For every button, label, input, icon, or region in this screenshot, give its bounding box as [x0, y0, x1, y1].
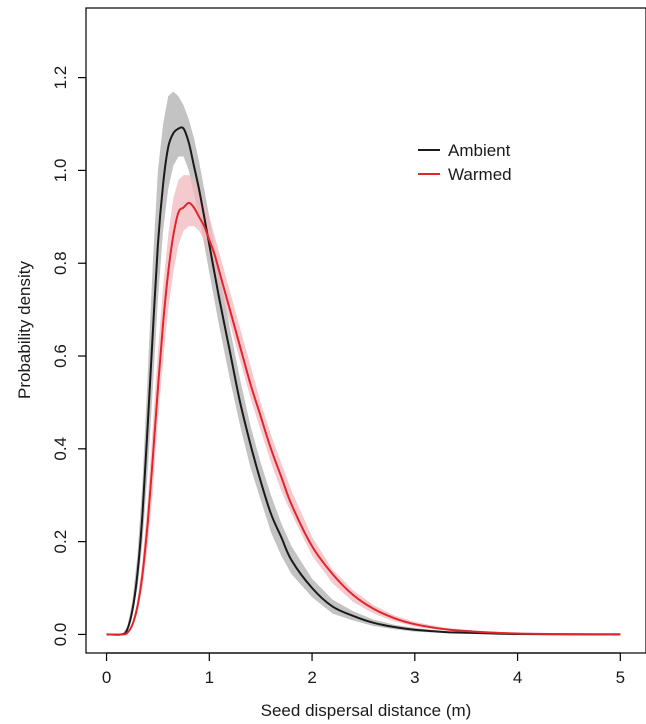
legend: Ambient Warmed [418, 141, 512, 184]
x-tick-label: 4 [513, 668, 522, 687]
x-tick-label: 2 [307, 668, 316, 687]
confidence-bands [106, 91, 621, 635]
ambient-confidence-band [106, 91, 621, 635]
y-tick-label: 0.4 [51, 437, 70, 461]
x-tick-label: 3 [410, 668, 419, 687]
legend-warmed-label: Warmed [448, 165, 512, 184]
warmed-series-line [106, 201, 621, 636]
warmed-confidence-band [106, 175, 621, 635]
y-tick-label: 0.2 [51, 530, 70, 554]
y-axis: 0.0 0.2 0.4 0.6 0.8 1.0 1.2 [51, 66, 87, 647]
x-tick-label: 0 [102, 668, 111, 687]
series-lines [106, 126, 621, 636]
y-tick-label: 1.0 [51, 159, 70, 183]
y-tick-label: 0.0 [51, 623, 70, 647]
ambient-series-line [106, 126, 621, 636]
y-tick-label: 1.2 [51, 66, 70, 90]
legend-ambient-label: Ambient [448, 141, 511, 160]
x-axis-title: Seed dispersal distance (m) [261, 701, 472, 720]
x-tick-label: 5 [616, 668, 625, 687]
x-axis: 0 1 2 3 4 5 [102, 652, 625, 687]
y-tick-label: 0.6 [51, 344, 70, 368]
x-tick-label: 1 [205, 668, 214, 687]
y-axis-title: Probability density [15, 261, 34, 399]
y-tick-label: 0.8 [51, 251, 70, 275]
